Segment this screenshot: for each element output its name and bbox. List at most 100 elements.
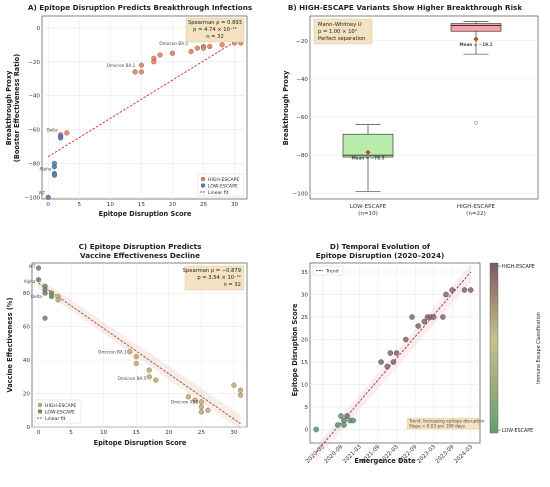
panel-c-point-high — [237, 387, 244, 393]
colorbar-top-label: HIGH-ESCAPE — [502, 264, 535, 270]
panel-d-point-high — [467, 287, 474, 293]
panel-d-xtick: 2023-03 — [416, 444, 437, 465]
panel-c-ytick: 60 — [23, 325, 31, 331]
panel-c-ytick: 0 — [26, 425, 30, 431]
panel-d-point-high — [387, 350, 394, 356]
panel-d-xtick: 2024-03 — [453, 444, 474, 465]
panel-b-ytick: −20 — [296, 39, 308, 45]
panel-c-point-high — [205, 407, 211, 413]
panel-c-point-low — [48, 293, 55, 300]
panel-a-stat-3: n = 32 — [206, 34, 224, 40]
panel-a-point-high — [188, 49, 194, 55]
panel-c-annotation: Omicron BA.1 — [98, 349, 127, 354]
panel-a-point-low — [51, 172, 57, 178]
panel-a-stat-2: p = 4.74 × 10⁻¹² — [193, 27, 237, 33]
panel-d-title-2: Epitope Disruption (2020–2024) — [316, 251, 445, 260]
panel-d-ytick: 5 — [304, 405, 308, 411]
panel-d-ytick: 10 — [301, 383, 309, 389]
panel-d-point-high — [344, 413, 350, 419]
panel-a-legend-low: LOW-ESCAPE — [208, 184, 238, 190]
panel-b-ytick: −80 — [296, 153, 308, 159]
panel-b-frame — [309, 15, 539, 200]
panel-c-legend-high-marker — [37, 402, 43, 408]
panel-c-xtick: 15 — [133, 430, 141, 436]
panel-a-point-high — [151, 59, 157, 65]
panel-a-xtick: 0 — [46, 202, 50, 208]
panel-d-trend-line — [315, 271, 472, 453]
panel-c-ytick: 80 — [23, 291, 31, 297]
panel-a-annotation: Omicron BA.1 — [107, 63, 136, 68]
panel-b-stats-box: Mann–Whitney U p = 1.00 × 10⁰ Perfect se… — [313, 18, 373, 45]
panel-d: D) Temporal Evolution of Epitope Disrupt… — [291, 242, 542, 465]
panel-c-xtick: 10 — [100, 430, 108, 436]
panel-a-ytick: −20 — [28, 60, 40, 66]
panel-d-legend-trend: Trend — [325, 269, 339, 275]
panel-d-point-high — [403, 336, 409, 343]
panel-c-point-high — [237, 392, 244, 398]
panel-c-title-1: C) Epitope Disruption Predicts — [79, 242, 202, 251]
panel-c-title-2: Vaccine Effectiveness Decline — [80, 251, 200, 260]
panel-d-point-high — [390, 359, 397, 365]
panel-c-xtick: 30 — [230, 430, 238, 436]
panel-d-point-high — [378, 359, 384, 365]
panel-d-point-low — [313, 426, 319, 433]
panel-d-point-low — [338, 413, 344, 419]
panel-c-point-high — [146, 367, 152, 373]
panel-c-point-high — [133, 360, 139, 366]
panel-a-ytick: −40 — [28, 94, 40, 100]
panel-a-legend-fit: Linear fit — [208, 190, 229, 196]
panel-b-flier-high — [474, 121, 478, 125]
panel-a-ytick: 0 — [36, 26, 40, 32]
panel-a-title: A) Epitope Disruption Predicts Breakthro… — [28, 3, 252, 12]
panel-a-annotation: Alpha — [40, 167, 52, 172]
panel-c-stat-2: p = 3.54 × 10⁻¹¹ — [197, 275, 241, 281]
panel-a-annotation: Delta — [46, 128, 58, 133]
panel-d-point-high — [421, 318, 428, 325]
panel-d-ylabel: Epitope Disruption Score — [291, 303, 299, 396]
panel-d-xtick: 2023-09 — [435, 444, 456, 465]
panel-c-point-high — [198, 404, 204, 410]
panel-c-annotation: WT — [29, 264, 36, 269]
panel-d-point-high — [415, 323, 421, 329]
panel-c-point-low — [42, 290, 48, 296]
panel-c-point-high — [133, 354, 139, 360]
panel-a-annotation: WT — [39, 190, 46, 195]
panel-c-legend: HIGH-ESCAPE LOW-ESCAPE Linear fit — [34, 399, 82, 424]
panel-b-stat-2: p = 1.00 × 10⁰ — [318, 29, 357, 35]
panel-d-point-low — [341, 422, 347, 428]
panel-a-xlabel: Epitope Disruption Score — [99, 210, 192, 218]
panel-b-stat-3: Perfect separation — [318, 36, 365, 42]
panel-c-point-high — [146, 374, 152, 380]
panel-d-point-high — [384, 363, 391, 370]
panel-c-legend-low: LOW-ESCAPE — [45, 410, 75, 416]
panel-b-box-high — [450, 23, 502, 32]
panel-a-point-high — [219, 42, 225, 48]
panel-c-point-low — [35, 265, 42, 271]
panel-d-ytick: 15 — [301, 360, 309, 366]
panel-b: B) HIGH-ESCAPE Variants Show Higher Brea… — [282, 3, 539, 217]
panel-d-ytick: 0 — [304, 428, 308, 434]
panel-d-point-high — [430, 314, 437, 320]
panel-a-point-low — [58, 135, 64, 141]
panel-a-point-low — [45, 194, 51, 200]
panel-d-note-2: Slope = 0.03 per 100 days — [409, 424, 465, 429]
panel-a-ytick: −100 — [25, 195, 41, 201]
panel-d-point-high — [393, 350, 400, 356]
panel-d-point-low — [335, 422, 341, 428]
panel-a-xtick: 25 — [200, 202, 208, 208]
panel-a-ylabel-1: Breakthrough Proxy — [5, 70, 13, 145]
panel-c-stat-3: n = 32 — [223, 282, 241, 288]
panel-a-annotation: Omicron BA.5 — [159, 41, 188, 46]
panel-a-point-high — [132, 69, 138, 75]
panel-c-xlabel: Epitope Disruption Score — [94, 439, 187, 447]
panel-b-ylabel: Breakthrough Proxy — [282, 70, 290, 145]
panel-b-mean-marker-low — [365, 149, 371, 155]
panel-a-point-high — [157, 52, 163, 58]
panel-c-confidence-band — [38, 278, 241, 430]
panel-c-annotation: Omicron BA.5 — [118, 376, 147, 381]
colorbar-bottom-label: LOW-ESCAPE — [502, 428, 533, 434]
panel-c-point-high — [198, 399, 204, 405]
panel-c-point-high — [231, 382, 237, 388]
panel-a-xtick: 20 — [169, 202, 177, 208]
panel-a-xtick: 10 — [107, 202, 115, 208]
